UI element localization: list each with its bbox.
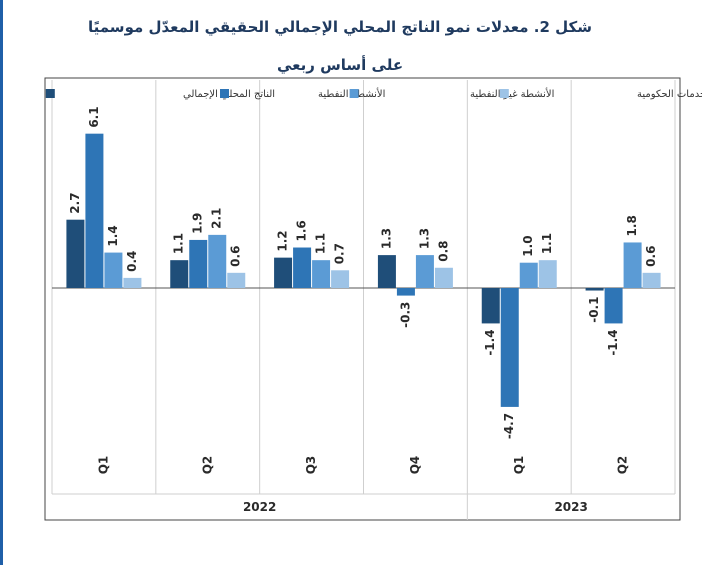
bar-gov [434, 267, 453, 288]
quarter-label: Q1 [96, 456, 110, 475]
chart-title: شكل 2. معدلات نمو الناتج المحلي الإجمالي… [88, 18, 592, 36]
bar-nonoil [312, 260, 331, 288]
legend-label: أنشطة الخدمات الحكومية [637, 87, 702, 100]
data-label: 1.1 [172, 233, 186, 254]
data-label: 1.1 [540, 233, 554, 254]
data-label: 6.1 [87, 106, 101, 127]
legend-swatch-gov [499, 89, 509, 98]
bar-gov [331, 270, 350, 288]
bar-gdp [66, 219, 85, 288]
quarter-label: Q3 [304, 456, 318, 475]
data-label: 1.4 [106, 225, 120, 246]
bar-gov [227, 272, 246, 288]
bar-nonoil [208, 234, 227, 288]
data-label: 1.1 [314, 233, 328, 254]
quarter-label: Q2 [200, 456, 214, 475]
bar-gdp [585, 288, 604, 291]
data-label: 1.3 [379, 228, 393, 249]
legend-label: الناتج المحلي الإجمالي [183, 89, 275, 100]
data-label: 2.1 [210, 208, 224, 229]
quarter-label: Q2 [616, 456, 630, 475]
bar-oil [293, 247, 312, 288]
bar-nonoil [519, 262, 538, 288]
bar-gov [538, 260, 557, 288]
data-label: -0.1 [587, 297, 601, 323]
bar-nonoil [415, 255, 434, 288]
data-label: 1.0 [521, 235, 535, 256]
data-label: -1.4 [606, 329, 620, 355]
bar-gdp [274, 257, 293, 288]
bar-oil [189, 239, 208, 288]
data-label: 0.7 [333, 243, 347, 264]
bar-gov [642, 272, 661, 288]
bar-oil [396, 288, 415, 296]
data-label: 1.3 [417, 228, 431, 249]
quarter-label: Q4 [408, 456, 422, 475]
data-label: 1.8 [625, 215, 639, 236]
year-label: 2023 [554, 500, 587, 514]
data-label: -4.7 [502, 413, 516, 439]
bar-gdp [170, 260, 189, 288]
data-label: 0.6 [644, 246, 658, 267]
bar-gov [123, 277, 142, 288]
bar-oil [85, 133, 104, 288]
bar-oil [500, 288, 519, 407]
data-label: 1.6 [295, 220, 309, 241]
left-accent-rule [0, 0, 3, 565]
quarter-label: Q1 [512, 456, 526, 475]
data-label: -1.4 [483, 329, 497, 355]
legend-label: الأنشطة غير النفطية [470, 87, 554, 100]
legend-swatch-nonoil [349, 89, 359, 98]
year-label: 2022 [243, 500, 276, 514]
legend-swatch-oil [220, 89, 229, 98]
bar-oil [604, 288, 623, 324]
data-label: 0.6 [229, 246, 243, 267]
data-label: 1.9 [191, 213, 205, 234]
data-label: 0.4 [125, 251, 139, 272]
legend-swatch-gdp [45, 89, 55, 98]
bar-gdp [481, 288, 500, 324]
chart-frame [44, 77, 681, 521]
bar-nonoil [623, 242, 642, 288]
data-label: -0.3 [398, 302, 412, 328]
bar-nonoil [104, 252, 123, 288]
chart-subtitle: على أساس ربعي [276, 56, 404, 74]
bar-gdp [377, 255, 396, 288]
data-label: 1.2 [276, 230, 290, 251]
data-label: 2.7 [68, 192, 82, 213]
data-label: 0.8 [436, 240, 450, 261]
